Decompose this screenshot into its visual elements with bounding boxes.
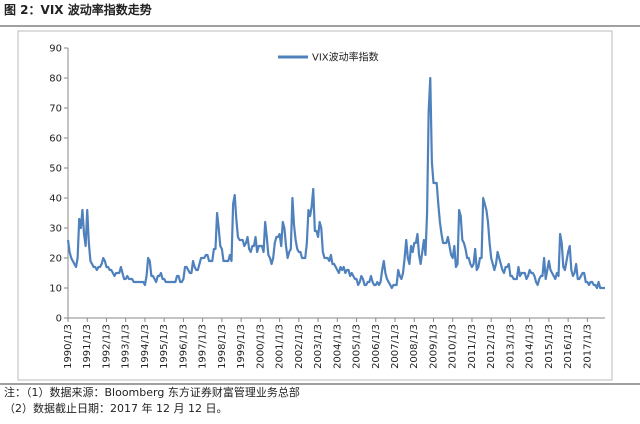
x-tick-label: 2000/1/3 (255, 324, 266, 369)
x-tick-label: 1991/1/3 (82, 324, 93, 369)
chart-frame (17, 30, 613, 381)
x-tick-label: 1996/1/3 (178, 324, 189, 369)
y-tick-label: 50 (49, 164, 62, 175)
x-tick-label: 1990/1/3 (63, 324, 74, 369)
x-tick-label: 2004/1/3 (332, 324, 343, 369)
x-tick-label: 2011/1/3 (467, 324, 478, 369)
x-tick-label: 1995/1/3 (159, 324, 170, 369)
x-tick-label: 2015/1/3 (544, 324, 555, 369)
note: （2）数据截止日期：2017 年 12 月 12 日。 (4, 401, 227, 415)
y-tick-label: 10 (49, 284, 62, 295)
x-tick-label: 2010/1/3 (448, 324, 459, 369)
y-tick-label: 30 (49, 224, 62, 235)
note: 注：（1）数据来源：Bloomberg 东方证券财富管理业务总部 (4, 385, 300, 399)
x-tick-label: 2003/1/3 (313, 324, 324, 369)
y-tick-label: 70 (49, 104, 62, 115)
x-tick-label: 2017/1/3 (582, 324, 593, 369)
x-tick-label: 1998/1/3 (217, 324, 228, 369)
x-tick-label: 1992/1/3 (101, 324, 112, 369)
x-tick-label: 2007/1/3 (390, 324, 401, 369)
x-tick-label: 2002/1/3 (294, 324, 305, 369)
x-tick-label: 2006/1/3 (371, 324, 382, 369)
x-tick-label: 2009/1/3 (428, 324, 439, 369)
chart-title: 图 2：VIX 波动率指数走势 (4, 2, 152, 17)
y-tick-label: 80 (49, 74, 62, 85)
x-tick-label: 2014/1/3 (525, 324, 536, 369)
x-tick-label: 1997/1/3 (198, 324, 209, 369)
x-tick-label: 2012/1/3 (486, 324, 497, 369)
y-tick-label: 60 (49, 134, 62, 145)
y-tick-label: 40 (49, 194, 62, 205)
x-tick-label: 2016/1/3 (563, 324, 574, 369)
y-tick-label: 90 (49, 44, 62, 55)
x-tick-label: 1994/1/3 (140, 324, 151, 369)
legend-label: VIX波动率指数 (312, 51, 379, 64)
x-tick-label: 2001/1/3 (275, 324, 286, 369)
x-tick-label: 2008/1/3 (409, 324, 420, 369)
x-tick-label: 1993/1/3 (121, 324, 132, 369)
y-tick-label: 0 (56, 314, 62, 325)
x-tick-label: 1999/1/3 (236, 324, 247, 369)
y-tick-label: 20 (49, 254, 62, 265)
x-tick-label: 2013/1/3 (505, 324, 516, 369)
x-tick-label: 2005/1/3 (352, 324, 363, 369)
series-line (66, 76, 605, 290)
